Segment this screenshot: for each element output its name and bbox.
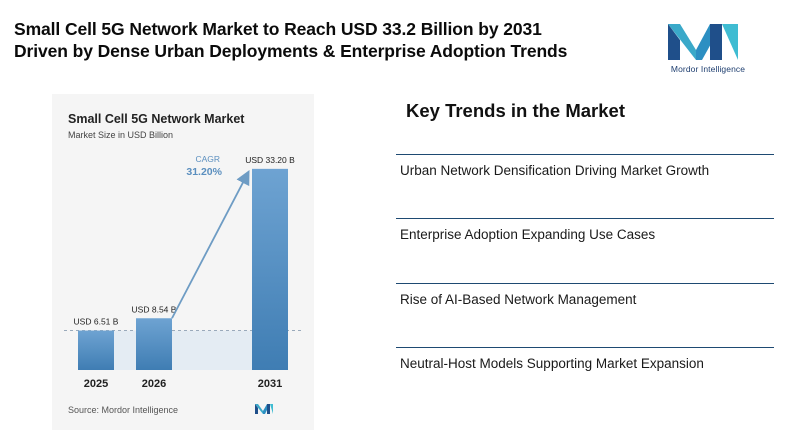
trend-item: Rise of AI-Based Network Management [396,283,774,340]
chart-card: USD 6.51 B 2025 USD 8.54 B 2026 USD 33.20 B 2… [52,94,314,430]
trend-item: Urban Network Densification Driving Mark… [396,154,774,211]
reference-band [114,330,252,370]
chart-subtitle: Market Size in USD Billion [68,130,174,140]
data-label: USD 33.20 B [245,155,295,165]
x-tick-label: 2026 [142,378,166,390]
mordor-small-logo-icon [255,404,273,414]
bar-chart: USD 6.51 B 2025 USD 8.54 B 2026 USD 33.20 B 2… [64,154,302,390]
trend-label: Rise of AI-Based Network Management [400,292,637,307]
trend-label: Urban Network Densification Driving Mark… [400,163,710,178]
headline-line-1: Small Cell 5G Network Market to Reach US… [14,19,542,39]
headline-line-2: Driven by Dense Urban Deployments & Ente… [14,41,568,61]
cagr-arrow [171,170,250,319]
data-label: USD 8.54 B [132,304,177,314]
trend-label: Enterprise Adoption Expanding Use Cases [400,227,656,242]
chart-source: Source: Mordor Intelligence [68,405,179,415]
mordor-logo-icon [668,24,738,60]
bar [136,318,172,370]
trends-title: Key Trends in the Market [406,100,625,121]
chart-title: Small Cell 5G Network Market [68,112,245,126]
trend-label: Neutral-Host Models Supporting Market Ex… [400,356,704,371]
trend-item: Neutral-Host Models Supporting Market Ex… [396,347,774,404]
bar [78,330,114,370]
brand-name: Mordor Intelligence [670,64,746,74]
x-tick-label: 2031 [258,378,282,390]
cagr-value: 31.20% [186,166,222,178]
bar [252,168,288,370]
x-tick-label: 2025 [84,378,108,390]
cagr-label: CAGR [195,154,220,164]
trend-item: Enterprise Adoption Expanding Use Cases [396,218,774,275]
data-label: USD 6.51 B [74,317,119,327]
headline: Small Cell 5G Network Market to Reach US… [14,18,654,62]
